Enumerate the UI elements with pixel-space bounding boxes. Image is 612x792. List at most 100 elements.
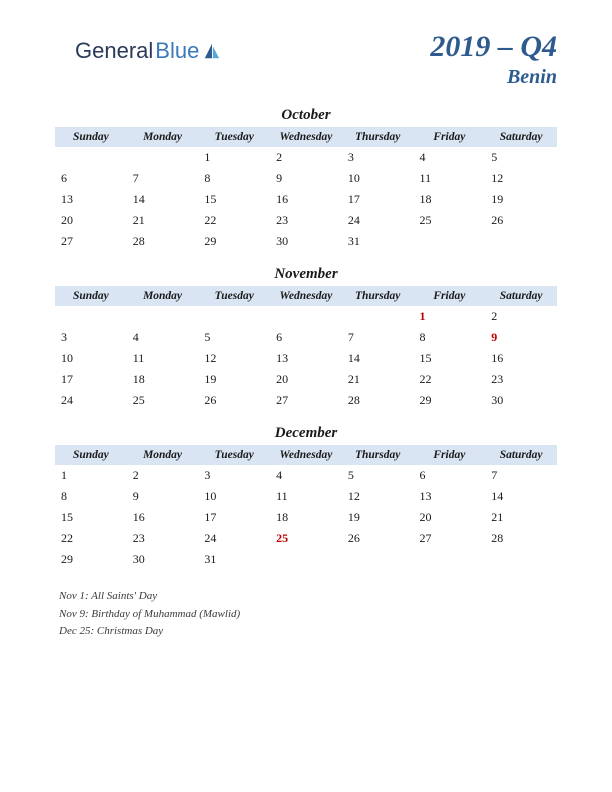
table-row: 15161718192021	[55, 507, 557, 528]
table-row: 20212223242526	[55, 210, 557, 231]
day-cell: 11	[127, 348, 199, 369]
day-cell	[55, 147, 127, 168]
day-cell	[270, 306, 342, 327]
month-name: December	[55, 425, 557, 442]
logo-sail-icon	[203, 42, 221, 60]
day-cell: 18	[127, 369, 199, 390]
day-cell: 17	[198, 507, 270, 528]
day-cell: 25	[414, 210, 486, 231]
day-cell: 10	[342, 168, 414, 189]
day-cell: 17	[342, 189, 414, 210]
day-cell: 15	[414, 348, 486, 369]
day-cell: 27	[55, 231, 127, 252]
day-cell: 25	[127, 390, 199, 411]
day-cell: 7	[127, 168, 199, 189]
table-row: 12345	[55, 147, 557, 168]
day-cell: 1	[55, 465, 127, 486]
day-cell: 26	[485, 210, 557, 231]
day-cell: 14	[127, 189, 199, 210]
day-header: Thursday	[342, 286, 414, 306]
day-cell: 4	[127, 327, 199, 348]
day-header: Tuesday	[198, 445, 270, 465]
day-cell	[485, 549, 557, 570]
day-header: Friday	[414, 127, 486, 147]
day-cell: 6	[55, 168, 127, 189]
day-cell: 30	[270, 231, 342, 252]
day-header: Saturday	[485, 445, 557, 465]
day-header: Sunday	[55, 445, 127, 465]
day-cell: 12	[485, 168, 557, 189]
day-cell: 13	[270, 348, 342, 369]
day-cell: 27	[414, 528, 486, 549]
month-name: November	[55, 266, 557, 283]
day-cell: 2	[270, 147, 342, 168]
month-block: November SundayMondayTuesdayWednesdayThur…	[55, 266, 557, 411]
day-cell: 9	[485, 327, 557, 348]
holiday-entry: Nov 9: Birthday of Muhammad (Mawlid)	[59, 606, 557, 624]
day-cell: 20	[55, 210, 127, 231]
day-cell: 18	[270, 507, 342, 528]
table-row: 891011121314	[55, 486, 557, 507]
table-row: 24252627282930	[55, 390, 557, 411]
day-cell: 1	[198, 147, 270, 168]
day-cell	[270, 549, 342, 570]
table-row: 3456789	[55, 327, 557, 348]
day-header: Friday	[414, 445, 486, 465]
day-cell: 2	[485, 306, 557, 327]
holidays-list: Nov 1: All Saints' DayNov 9: Birthday of…	[55, 588, 557, 641]
table-row: 10111213141516	[55, 348, 557, 369]
table-row: 1234567	[55, 465, 557, 486]
table-row: 13141516171819	[55, 189, 557, 210]
day-cell: 26	[342, 528, 414, 549]
holiday-entry: Dec 25: Christmas Day	[59, 623, 557, 641]
day-cell: 16	[270, 189, 342, 210]
day-cell: 29	[55, 549, 127, 570]
day-header: Tuesday	[198, 286, 270, 306]
day-cell: 23	[127, 528, 199, 549]
day-cell	[342, 306, 414, 327]
day-cell: 10	[55, 348, 127, 369]
day-cell: 31	[342, 231, 414, 252]
day-cell: 6	[414, 465, 486, 486]
day-cell: 28	[127, 231, 199, 252]
day-cell: 9	[127, 486, 199, 507]
day-header: Friday	[414, 286, 486, 306]
day-cell	[414, 231, 486, 252]
day-cell: 8	[198, 168, 270, 189]
day-cell: 24	[198, 528, 270, 549]
day-cell: 13	[55, 189, 127, 210]
day-header: Thursday	[342, 127, 414, 147]
day-cell: 24	[342, 210, 414, 231]
day-cell: 5	[485, 147, 557, 168]
day-cell: 22	[414, 369, 486, 390]
day-header: Sunday	[55, 286, 127, 306]
day-header: Saturday	[485, 286, 557, 306]
day-cell: 17	[55, 369, 127, 390]
day-cell: 14	[485, 486, 557, 507]
calendar-container: OctoberSundayMondayTuesdayWednesdayThurs…	[55, 107, 557, 570]
calendar-table: SundayMondayTuesdayWednesdayThursdayFrid…	[55, 445, 557, 570]
day-cell: 3	[55, 327, 127, 348]
day-cell: 30	[127, 549, 199, 570]
logo-text-general: General	[75, 38, 153, 64]
day-cell: 27	[270, 390, 342, 411]
table-row: 17181920212223	[55, 369, 557, 390]
day-cell: 6	[270, 327, 342, 348]
day-cell: 20	[414, 507, 486, 528]
table-row: 22232425262728	[55, 528, 557, 549]
day-cell: 23	[270, 210, 342, 231]
day-cell: 1	[414, 306, 486, 327]
day-cell: 26	[198, 390, 270, 411]
calendar-table: SundayMondayTuesdayWednesdayThursdayFrid…	[55, 286, 557, 411]
table-row: 2728293031	[55, 231, 557, 252]
day-cell: 3	[342, 147, 414, 168]
day-cell: 21	[485, 507, 557, 528]
day-cell: 12	[198, 348, 270, 369]
day-cell: 5	[198, 327, 270, 348]
day-cell: 15	[55, 507, 127, 528]
day-cell: 7	[342, 327, 414, 348]
day-cell: 15	[198, 189, 270, 210]
day-cell: 8	[414, 327, 486, 348]
day-header: Wednesday	[270, 445, 342, 465]
logo: General Blue	[75, 38, 221, 64]
